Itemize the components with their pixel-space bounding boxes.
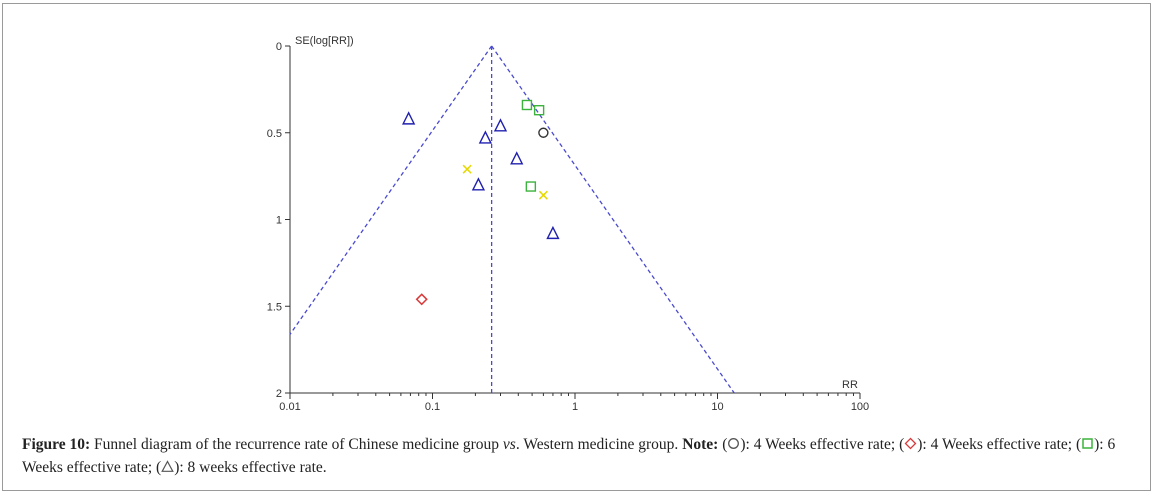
funnel-plot: 0 0.5 1 1.5 20.01 0.1 1 10 100 SE(log[RR]) RR — [267, 35, 869, 413]
legend-open-1: ( — [718, 436, 728, 453]
triangle-point — [510, 151, 524, 165]
square-legend-icon — [1082, 438, 1093, 449]
x-tick-label: 0.01 — [279, 401, 300, 413]
triangle-point — [401, 111, 416, 125]
x-tick-label: 0.1 — [425, 401, 440, 413]
cross-point — [462, 164, 472, 174]
note-label: Note: — [682, 436, 719, 453]
y-tick-label: 1 — [276, 215, 282, 227]
figure-frame — [2, 3, 1151, 491]
square-point — [525, 181, 537, 192]
figure-caption: Figure 10: Funnel diagram of the recurre… — [22, 433, 1140, 479]
cross-point — [538, 190, 548, 200]
x-axis-label: RR — [842, 379, 858, 391]
legend-item-1: ): 4 Weeks effective rate; ( — [740, 436, 905, 453]
triangle-legend-icon — [161, 460, 174, 472]
y-tick-label: 2 — [276, 388, 282, 400]
diamond-point — [415, 293, 428, 306]
funnel-left-line — [289, 45, 493, 335]
legend-item-3: ): 6 Weeks effective rate; ( — [22, 436, 1116, 476]
y-tick-label: 1.5 — [267, 301, 282, 313]
square-point — [521, 99, 533, 111]
funnel-right-line — [491, 45, 735, 394]
legend-item-4: ): 8 weeks effective rate. — [174, 459, 327, 476]
x-tick-label: 100 — [851, 401, 869, 413]
circle-legend-icon — [728, 438, 740, 449]
y-axis-label: SE(log[RR]) — [295, 35, 354, 47]
y-tick-label: 0.5 — [267, 128, 282, 140]
diamond-legend-icon — [904, 437, 917, 450]
triangle-point — [478, 130, 493, 144]
triangle-point — [493, 118, 508, 132]
x-tick-label: 10 — [711, 401, 723, 413]
caption-text-2: . Western medicine group. — [515, 436, 683, 453]
figure-label: Figure 10: — [22, 436, 91, 453]
triangle-point — [546, 225, 560, 240]
y-tick-label: 0 — [276, 41, 282, 53]
square-point — [533, 104, 545, 116]
triangle-point — [471, 177, 486, 191]
caption-vs: vs — [502, 436, 516, 453]
circle-point — [538, 127, 549, 138]
caption-text: Funnel diagram of the recurrence rate of… — [90, 436, 503, 453]
legend-item-2: ): 4 Weeks effective rate; ( — [917, 436, 1082, 453]
x-tick-label: 1 — [572, 401, 578, 413]
